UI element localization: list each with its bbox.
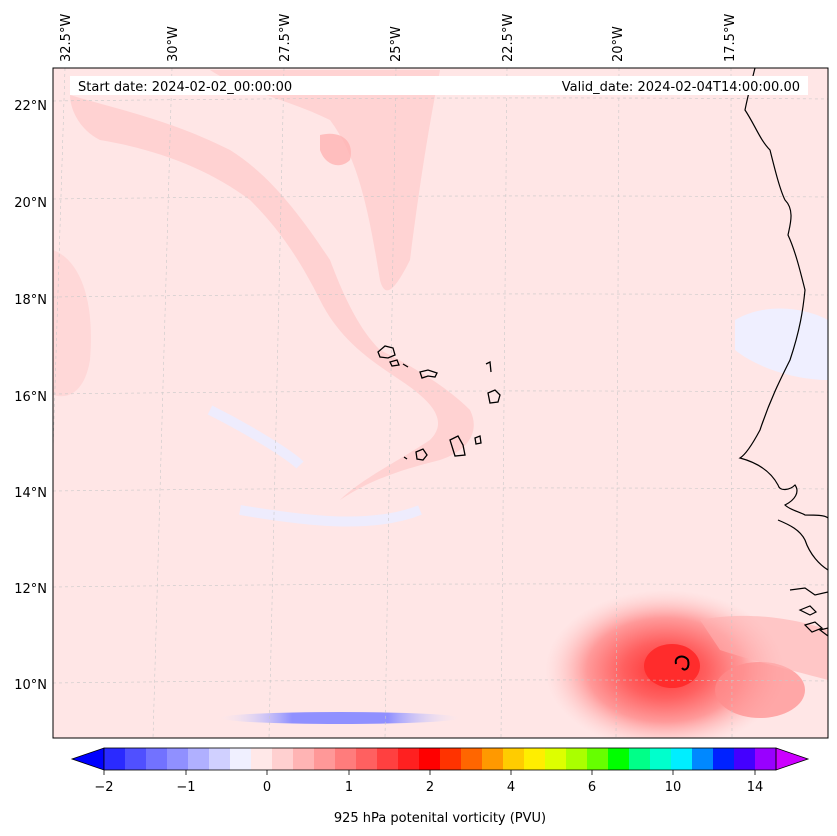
colorbar-cell (356, 748, 378, 770)
colorbar-cell (545, 748, 567, 770)
lat-label: 10°N (14, 678, 47, 693)
lat-label: 16°N (14, 390, 47, 405)
longitude-labels: 32.5°W 30°W 27.5°W 25°W 22.5°W 20°W 17.5… (59, 14, 738, 62)
colorbar-cell (734, 748, 756, 770)
pv-contour-blue-arc-2 (239, 505, 422, 527)
vortex-contour-line (674, 655, 690, 671)
colorbar-cell (314, 748, 336, 770)
colorbar-tick-label: 6 (588, 780, 596, 795)
latitude-labels: 22°N 20°N 18°N 16°N 14°N 12°N 10°N (14, 99, 47, 693)
lon-label: 27.5°W (278, 14, 293, 62)
lat-label: 12°N (14, 582, 47, 597)
colorbar-cell (629, 748, 651, 770)
colorbar-tick-label: 14 (747, 780, 764, 795)
colorbar-cell (524, 748, 546, 770)
valid-date-label: Valid_date: 2024-02-04T14:00:00.00 (562, 80, 800, 95)
pv-contour-tongue (70, 95, 474, 500)
colorbar-cell (440, 748, 462, 770)
pv-contour-east-band (700, 615, 828, 680)
pv-contour-north (210, 70, 440, 291)
pv-contour-blue-arc (207, 405, 304, 469)
colorbar-cell (377, 748, 399, 770)
colorbar-cell (272, 748, 294, 770)
date-banner (70, 76, 808, 95)
colorbar-tick-label: 2 (426, 780, 434, 795)
colorbar-ticks (103, 770, 756, 775)
colorbar-tick-label: 4 (507, 780, 515, 795)
colorbar-cell (125, 748, 147, 770)
colorbar-cell (608, 748, 630, 770)
lon-label: 20°W (611, 26, 626, 62)
colorbar-cell (146, 748, 168, 770)
start-date-label: Start date: 2024-02-02_00:00:00 (78, 80, 292, 95)
colorbar-cell (335, 748, 357, 770)
colorbar-cell (104, 748, 126, 770)
colorbar-cell (461, 748, 483, 770)
colorbar-tick-label: −2 (94, 780, 113, 795)
lat-label: 18°N (14, 293, 47, 308)
lat-label: 20°N (14, 196, 47, 211)
colorbar-tick-label: −1 (176, 780, 195, 795)
pv-vortex-secondary (715, 662, 805, 718)
west-africa-coastline (738, 68, 828, 519)
pv-vortex-core (644, 644, 700, 688)
guinea-coastline (777, 519, 828, 571)
colorbar-cell (419, 748, 441, 770)
colorbar-max-arrow (775, 747, 810, 771)
colorbar-tick-label: 0 (263, 780, 271, 795)
colorbar-cell (755, 748, 777, 770)
pv-contour-west (53, 250, 91, 397)
colorbar-cell (398, 748, 420, 770)
colorbar-cell (482, 748, 504, 770)
lat-label: 22°N (14, 99, 47, 114)
colorbar: −2 −1 0 1 2 4 6 10 14 925 hPa potenital … (70, 747, 810, 826)
colorbar-cell (566, 748, 588, 770)
lon-label: 32.5°W (59, 14, 74, 62)
colorbar-cell (650, 748, 672, 770)
colorbar-tick-labels: −2 −1 0 1 2 4 6 10 14 (94, 780, 763, 795)
lon-label: 22.5°W (501, 14, 516, 62)
colorbar-cell (293, 748, 315, 770)
colorbar-cells (104, 748, 777, 770)
lon-label: 17.5°W (723, 14, 738, 62)
colorbar-cell (251, 748, 273, 770)
map-frame (52, 67, 829, 739)
bijagos-islands (789, 587, 828, 637)
pv-contour-darker (320, 133, 351, 166)
colorbar-cell (230, 748, 252, 770)
colorbar-cell (587, 748, 609, 770)
colorbar-cell (167, 748, 189, 770)
colorbar-cell (713, 748, 735, 770)
colorbar-min-arrow (70, 747, 105, 771)
pv-contour-blue-ne (735, 308, 828, 380)
lon-label: 30°W (166, 26, 181, 62)
lon-label: 25°W (389, 26, 404, 62)
colorbar-tick-label: 10 (665, 780, 682, 795)
cape-verde-islands (377, 345, 501, 461)
colorbar-cell (503, 748, 525, 770)
colorbar-title: 925 hPa potenital vorticity (PVU) (334, 811, 546, 826)
colorbar-cell (209, 748, 231, 770)
graticule (53, 68, 828, 738)
colorbar-tick-label: 1 (345, 780, 353, 795)
colorbar-cell (188, 748, 210, 770)
colorbar-cell (671, 748, 693, 770)
pv-band-south (220, 712, 460, 724)
lat-label: 14°N (14, 486, 47, 501)
colorbar-cell (692, 748, 714, 770)
map-panel (53, 68, 828, 738)
